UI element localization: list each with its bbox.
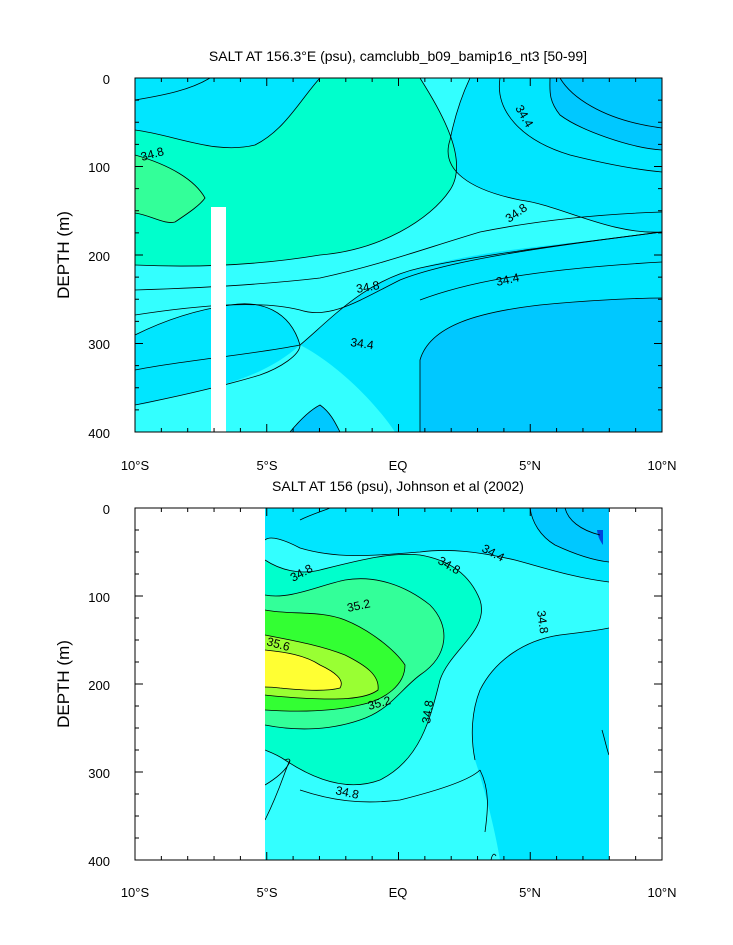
top-clabel-6: 34.4: [350, 335, 375, 352]
bottom-clabel-4: 35.2: [366, 693, 392, 713]
top-clabel-4: 34.8: [355, 278, 381, 296]
bottom-ytick-label: 400: [88, 854, 110, 869]
bottom-ytick-label: 0: [103, 502, 110, 517]
top-xtick-label: 10°N: [647, 458, 676, 473]
bottom-axes-ticks: [134, 507, 663, 861]
top-xtick-label: 5°S: [256, 458, 277, 473]
top-region-ne-pool: [549, 78, 662, 150]
top-chart-title: SALT AT 156.3°E (psu), camclubb_b09_bami…: [209, 48, 587, 64]
bottom-clabel-9: 34.8: [334, 783, 360, 802]
top-ytick-label: 200: [88, 249, 110, 264]
bottom-chart-title: SALT AT 156 (psu), Johnson et al (2002): [272, 478, 524, 494]
top-data-gap: [211, 207, 226, 432]
top-region-core-max: [135, 155, 205, 223]
bottom-region-ne-pool: [530, 508, 609, 562]
bottom-clabel-5: 34.8: [419, 699, 436, 724]
top-y-axis-label: DEPTH (m): [54, 211, 73, 299]
bottom-region-ne-dark: [597, 530, 603, 545]
top-region-deep-pool: [420, 298, 662, 432]
top-y-tick-labels: 0 100 200 300 400: [88, 72, 110, 441]
top-ytick-label: 400: [88, 426, 110, 441]
top-ytick-label: 0: [103, 72, 110, 87]
bottom-xtick-label: EQ: [389, 885, 408, 900]
top-xtick-label: EQ: [389, 458, 408, 473]
top-ytick-label: 300: [88, 337, 110, 352]
bottom-x-tick-labels: 10°S 5°S EQ 5°N 10°N: [121, 885, 677, 900]
bottom-ytick-label: 100: [88, 590, 110, 605]
top-chart: SALT AT 156.3°E (psu), camclubb_b09_bami…: [54, 48, 677, 473]
top-xtick-label: 5°N: [519, 458, 541, 473]
bottom-chart: SALT AT 156 (psu), Johnson et al (2002): [54, 478, 677, 900]
bottom-clabel-3: 35.6: [265, 634, 291, 654]
top-contour-fill: [135, 78, 662, 432]
bottom-region-max: [265, 650, 342, 691]
bottom-y-tick-labels: 0 100 200 300 400: [88, 502, 110, 869]
top-region-ul-fresh: [135, 78, 320, 150]
top-contour-lines: [135, 78, 662, 432]
top-x-tick-labels: 10°S 5°S EQ 5°N 10°N: [121, 458, 677, 473]
bottom-clabel-8: 34.8: [534, 609, 551, 634]
bottom-xtick-label: 5°S: [256, 885, 277, 900]
bottom-xtick-label: 10°N: [647, 885, 676, 900]
bottom-region-lower-right: [472, 628, 609, 860]
bottom-contour-lines: [265, 508, 609, 860]
top-xtick-label: 10°S: [121, 458, 150, 473]
bottom-xtick-label: 5°N: [519, 885, 541, 900]
bottom-region-north-upper: [265, 508, 609, 582]
bottom-ytick-label: 200: [88, 678, 110, 693]
bottom-contour-fill: [265, 508, 609, 860]
bottom-y-axis-label: DEPTH (m): [54, 640, 73, 728]
bottom-ytick-label: 300: [88, 766, 110, 781]
bottom-clabel-2: 35.2: [346, 596, 372, 615]
bottom-xtick-label: 10°S: [121, 885, 150, 900]
top-clabel-5: 34.4: [495, 270, 521, 289]
top-ytick-label: 100: [88, 160, 110, 175]
top-axes-ticks: [134, 77, 663, 433]
top-clabel-2: 34.8: [139, 144, 165, 164]
